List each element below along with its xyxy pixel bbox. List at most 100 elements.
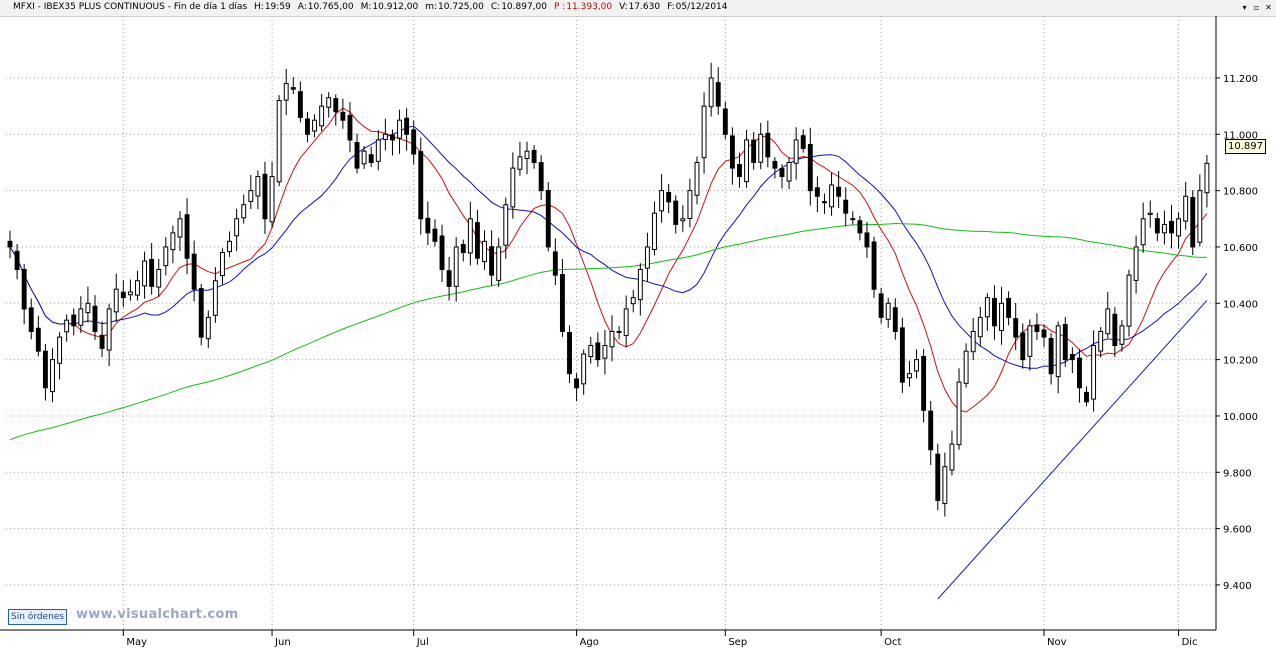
candle-body-46 <box>333 98 339 113</box>
candle-body-94 <box>673 200 679 225</box>
ma-mid-line <box>9 125 1208 369</box>
candle-body-51 <box>368 154 374 163</box>
candle-body-104 <box>744 139 750 183</box>
candle-body-106 <box>758 133 764 163</box>
candle-body-131 <box>935 453 941 501</box>
candle-body-47 <box>340 111 346 121</box>
chart-header: MFXI - IBEX35 PLUS CONTINUOUS - Fin de d… <box>13 2 735 12</box>
candle-body-146 <box>1041 329 1047 338</box>
candle-body-151 <box>1076 357 1082 389</box>
candle-body-31 <box>227 240 233 253</box>
orders-status[interactable]: Sin órdenes <box>8 609 68 625</box>
field-value-6: 17.630 <box>628 2 661 12</box>
candle-body-15 <box>113 288 119 313</box>
candle-body-86 <box>616 330 622 333</box>
candle-body-75 <box>538 162 544 192</box>
candle-body-64 <box>460 243 466 254</box>
candle-body-156 <box>1112 313 1118 347</box>
candle-body-165 <box>1176 218 1182 237</box>
candle-body-103 <box>737 164 742 178</box>
candle-body-91 <box>652 212 657 250</box>
candle-body-143 <box>1020 332 1026 361</box>
candle-body-2 <box>21 268 27 310</box>
candle-body-68 <box>489 246 495 276</box>
field-label-3: m: <box>425 2 438 12</box>
candle-body-58 <box>418 151 424 220</box>
candle-body-117 <box>836 186 842 197</box>
candle-body-163 <box>1161 223 1167 234</box>
restore-button[interactable]: ▫ <box>1253 3 1260 12</box>
candle-body-0 <box>7 240 13 248</box>
field-label-6: V: <box>619 2 628 12</box>
candle-body-142 <box>1013 318 1019 338</box>
candle-body-122 <box>871 241 877 290</box>
candle-body-153 <box>1091 345 1097 400</box>
candle-body-154 <box>1098 330 1104 352</box>
title-bar: MFXI - IBEX35 PLUS CONTINUOUS - Fin de d… <box>0 0 1276 17</box>
candle-body-60 <box>432 228 438 242</box>
candle-body-164 <box>1169 220 1174 234</box>
candle-body-140 <box>999 302 1004 332</box>
candle-body-128 <box>914 359 919 372</box>
candle-body-85 <box>609 330 615 348</box>
close-button[interactable]: ✕ <box>1265 3 1272 12</box>
candle-body-108 <box>772 160 778 169</box>
candle-body-48 <box>347 114 353 141</box>
x-tick-label-7: Dic <box>1182 637 1198 648</box>
candle-body-132 <box>942 466 948 505</box>
candle-body-136 <box>970 330 976 353</box>
candle-body-26 <box>191 253 197 290</box>
candle-body-61 <box>439 235 445 270</box>
field-label-0: H: <box>254 2 264 12</box>
candle-body-83 <box>595 342 601 361</box>
ma-slow-line <box>9 222 1207 441</box>
candle-body-167 <box>1190 197 1196 248</box>
candle-body-101 <box>722 108 728 135</box>
candle-body-87 <box>623 308 629 337</box>
candle-body-49 <box>354 142 360 169</box>
support-trendline <box>937 300 1208 600</box>
minimize-button[interactable]: ▾ <box>1242 3 1247 12</box>
candle-body-89 <box>637 268 643 301</box>
candle-body-7 <box>57 336 63 364</box>
candle-body-92 <box>659 190 665 212</box>
ohlc-fields: H:19:59 A:10.765,00 M:10.912,00 m:10.725,00… <box>254 2 734 12</box>
candle-body-52 <box>375 139 381 162</box>
candle-body-150 <box>1069 354 1075 361</box>
candle-body-35 <box>255 176 261 197</box>
y-tick-label-4: 10.200 <box>1223 356 1258 367</box>
candle-body-25 <box>184 214 190 259</box>
last-price-label: 10.897 <box>1225 139 1266 154</box>
candle-body-95 <box>680 218 686 222</box>
instrument-name: IBEX35 PLUS CONTINUOUS <box>43 2 165 12</box>
candle-body-93 <box>666 191 672 203</box>
y-tick-label-1: 9.600 <box>1223 525 1252 536</box>
candle-body-166 <box>1183 195 1189 222</box>
field-value-2: 10.912,00 <box>372 2 419 12</box>
y-tick-label-3: 10.000 <box>1223 412 1258 423</box>
trendline <box>937 300 1208 600</box>
candle-body-80 <box>574 378 580 389</box>
candle-body-74 <box>531 149 537 163</box>
x-tick-label-4: Sep <box>728 637 747 648</box>
candle-body-130 <box>928 410 934 451</box>
candle-body-57 <box>411 129 417 155</box>
candle-body-3 <box>28 307 34 332</box>
candle-body-79 <box>567 332 572 375</box>
candle-body-157 <box>1119 325 1125 345</box>
candle-body-147 <box>1048 337 1054 375</box>
candle-body-158 <box>1126 274 1132 327</box>
field-value-5: 11.393,00 <box>566 2 613 12</box>
field-label-4: C: <box>490 2 501 12</box>
field-value-3: 10.725,00 <box>438 2 484 12</box>
candle-body-5 <box>42 350 48 389</box>
x-tick-label-1: Jun <box>274 637 291 648</box>
candle-body-33 <box>241 204 247 219</box>
candle-body-138 <box>984 297 990 318</box>
candle-body-115 <box>822 201 827 204</box>
candle-body-155 <box>1105 308 1111 335</box>
y-tick-label-8: 11.000 <box>1223 130 1258 141</box>
candle-body-120 <box>857 220 863 234</box>
candle-body-14 <box>106 308 112 351</box>
